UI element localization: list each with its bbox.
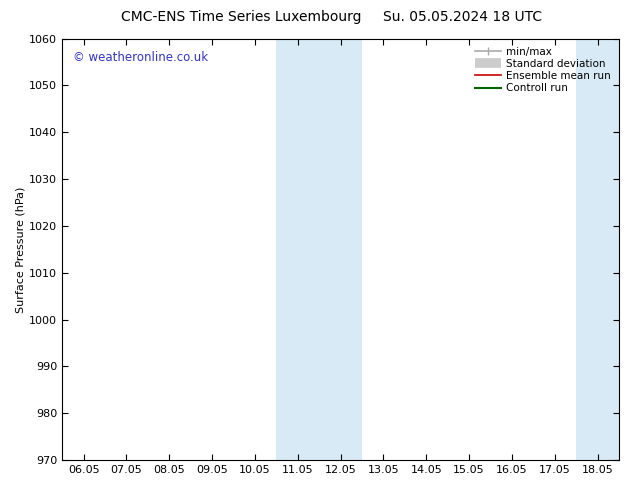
- Legend: min/max, Standard deviation, Ensemble mean run, Controll run: min/max, Standard deviation, Ensemble me…: [472, 44, 614, 97]
- Bar: [276, 39, 319, 460]
- Bar: [576, 39, 619, 460]
- Text: Su. 05.05.2024 18 UTC: Su. 05.05.2024 18 UTC: [384, 10, 542, 24]
- Bar: [319, 39, 362, 460]
- Y-axis label: Surface Pressure (hPa): Surface Pressure (hPa): [15, 186, 25, 313]
- Text: CMC-ENS Time Series Luxembourg: CMC-ENS Time Series Luxembourg: [120, 10, 361, 24]
- Text: © weatheronline.co.uk: © weatheronline.co.uk: [74, 51, 209, 64]
